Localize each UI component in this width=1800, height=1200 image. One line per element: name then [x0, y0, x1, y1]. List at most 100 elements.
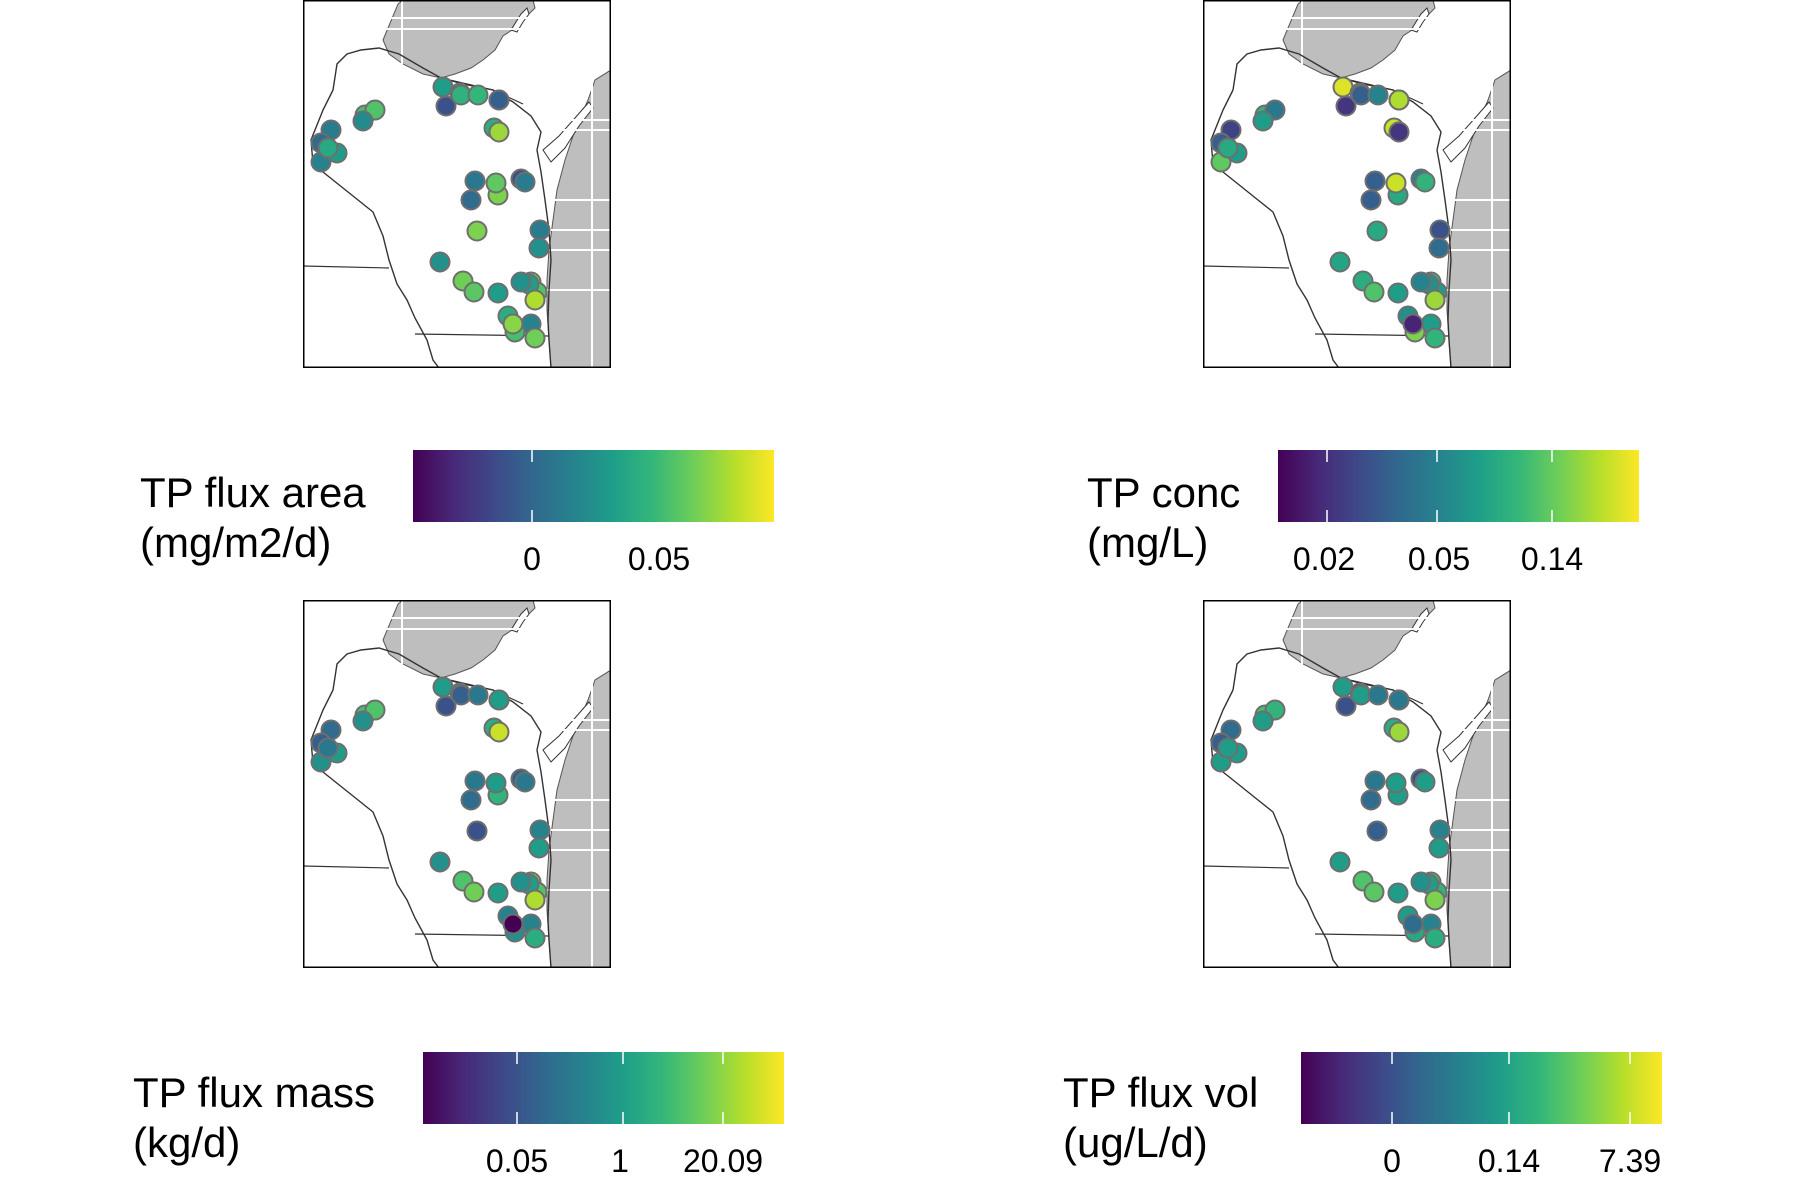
station-point: [485, 172, 507, 194]
station-point: [488, 689, 510, 711]
lake-superior: [382, 0, 536, 79]
station-point: [510, 271, 532, 293]
map-frame: [303, 0, 611, 368]
keweenaw-peninsula: [510, 7, 530, 33]
station-point: [510, 871, 532, 893]
station-point: [1410, 871, 1432, 893]
michigan-border: [1340, 77, 1424, 105]
station-point: [460, 189, 482, 211]
station-point: [485, 772, 507, 794]
colorbar-tick-label: 0.05: [627, 541, 691, 577]
station-point: [463, 281, 485, 303]
colorbar-tick-label: 1: [611, 1143, 629, 1179]
station-point: [1414, 771, 1436, 793]
colorbar: [413, 450, 774, 522]
wisconsin-outline: [1210, 47, 1452, 368]
station-point: [1402, 313, 1424, 335]
station-point: [1414, 171, 1436, 193]
colorbar-tick-label: 0.14: [1520, 541, 1584, 577]
colorbar-tick-label: 0.14: [1477, 1143, 1541, 1179]
station-point: [528, 837, 550, 859]
station-point: [1428, 837, 1450, 859]
station-point: [514, 771, 536, 793]
station-point: [524, 327, 546, 349]
legend: TP flux mass (kg/d) 0.05 1 20.09: [0, 600, 900, 1200]
colorbar-gradient: [1301, 1052, 1662, 1124]
legend-title-units: (mg/m2/d): [140, 519, 332, 566]
station-point: [1385, 172, 1407, 194]
minnesota-border: [303, 265, 390, 269]
map-frame: [303, 600, 611, 968]
legend-title: TP flux area (mg/m2/d): [140, 468, 366, 568]
station-point: [487, 282, 509, 304]
colorbar: [1301, 1052, 1662, 1124]
station-point: [317, 737, 339, 759]
station-point: [1252, 710, 1274, 732]
colorbar-gradient: [413, 450, 774, 522]
station-point: [488, 121, 510, 143]
station-point: [317, 137, 339, 159]
station-point: [429, 851, 451, 873]
colorbar-tick-label: 0.02: [1292, 541, 1356, 577]
station-point: [1367, 84, 1389, 106]
legend-title: TP flux mass (kg/d): [133, 1068, 375, 1168]
station-point: [1360, 789, 1382, 811]
station-point: [352, 110, 374, 132]
map-frame: [1203, 0, 1511, 368]
colorbar: [423, 1052, 784, 1124]
legend-title: TP flux vol (ug/L/d): [1063, 1068, 1258, 1168]
panel-tp-flux-vol: TP flux vol (ug/L/d) 0 0.14 7.39: [900, 600, 1800, 1200]
station-point: [460, 789, 482, 811]
station-point: [429, 251, 451, 273]
station-point: [1388, 689, 1410, 711]
map-wisconsin: [303, 600, 611, 968]
keweenaw-peninsula: [510, 607, 530, 633]
colorbar-tick-label: 0.05: [485, 1143, 549, 1179]
legend-title: TP conc (mg/L): [1087, 468, 1240, 568]
keweenaw-peninsula: [1410, 7, 1430, 33]
station-point: [1335, 695, 1357, 717]
wisconsin-outline: [310, 647, 552, 968]
station-point: [1329, 851, 1351, 873]
station-point: [1252, 110, 1274, 132]
station-point: [1428, 237, 1450, 259]
station-point: [1387, 282, 1409, 304]
legend-title-name: TP flux area: [140, 469, 366, 516]
station-point: [352, 710, 374, 732]
station-point: [466, 220, 488, 242]
lake-superior: [1282, 0, 1436, 79]
colorbar-tick-label: 7.39: [1598, 1143, 1662, 1179]
map-wisconsin: [303, 0, 611, 368]
minnesota-border: [303, 865, 390, 869]
colorbar-tick-label: 0: [523, 541, 541, 577]
station-point: [1388, 721, 1410, 743]
lake-superior: [1282, 600, 1436, 679]
station-point: [1363, 881, 1385, 903]
lake-superior: [382, 600, 536, 679]
colorbar: [1278, 450, 1639, 522]
station-point: [435, 95, 457, 117]
legend-title-units: (ug/L/d): [1063, 1119, 1208, 1166]
station-point: [1402, 913, 1424, 935]
station-point: [463, 881, 485, 903]
station-point: [488, 721, 510, 743]
station-point: [1387, 882, 1409, 904]
keweenaw-peninsula: [1410, 607, 1430, 633]
station-point: [1366, 820, 1388, 842]
station-point: [488, 89, 510, 111]
station-point: [467, 84, 489, 106]
michigan-border: [440, 677, 524, 705]
colorbar-tick-label: 0: [1383, 1143, 1401, 1179]
legend-title-name: TP flux mass: [133, 1069, 375, 1116]
legend-title-name: TP conc: [1087, 469, 1241, 516]
graticule: [1203, 600, 1511, 968]
minnesota-border: [1203, 265, 1290, 269]
station-point: [1360, 189, 1382, 211]
colorbar-tick-label: 20.09: [682, 1143, 764, 1179]
station-point: [1367, 684, 1389, 706]
station-point: [502, 313, 524, 335]
station-point: [1329, 251, 1351, 273]
wisconsin-outline: [310, 47, 552, 368]
legend: TP conc (mg/L) 0.02 0.05 0.14: [900, 0, 1800, 600]
station-point: [1388, 89, 1410, 111]
